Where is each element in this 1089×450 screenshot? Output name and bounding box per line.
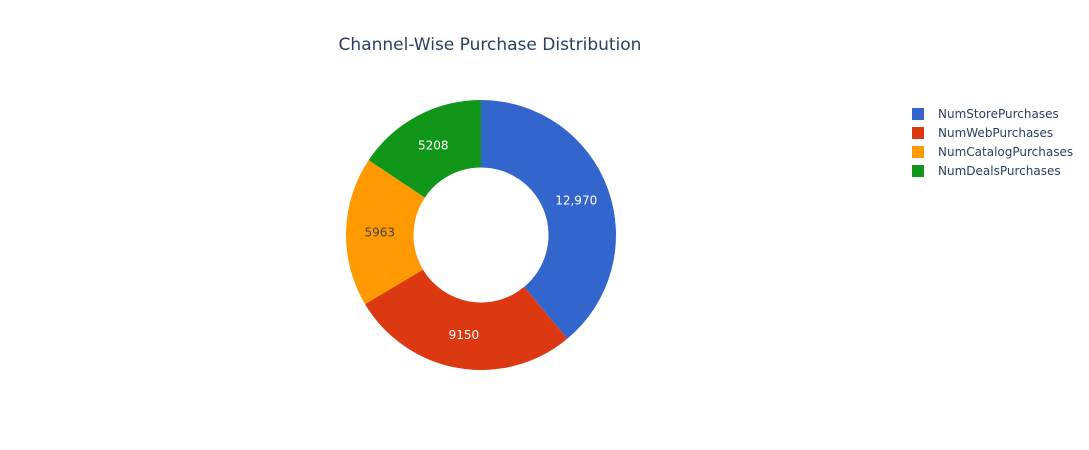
legend-swatch (912, 165, 924, 177)
slice-label-num-store-purchases: 12,970 (555, 194, 597, 208)
slice-num-web-purchases (365, 269, 568, 370)
slice-labels: 12,970 9150 5963 5208 (365, 139, 598, 342)
legend-label: NumWebPurchases (938, 126, 1053, 140)
slice-label-num-web-purchases: 9150 (449, 328, 480, 342)
legend-label: NumDealsPurchases (938, 164, 1061, 178)
slice-label-num-catalog-purchases: 5963 (365, 225, 396, 239)
legend-swatch (912, 108, 924, 120)
slice-num-store-purchases (481, 100, 616, 339)
chart-title: Channel-Wise Purchase Distribution (339, 35, 642, 55)
legend-swatch (912, 127, 924, 139)
pie-slices (346, 100, 616, 370)
legend-item-num-store-purchases[interactable]: NumStorePurchases (912, 107, 1059, 121)
legend-label: NumCatalogPurchases (938, 145, 1073, 159)
legend-item-num-web-purchases[interactable]: NumWebPurchases (912, 126, 1053, 140)
slice-num-deals-purchases (368, 100, 481, 198)
legend-item-num-deals-purchases[interactable]: NumDealsPurchases (912, 164, 1061, 178)
slice-num-catalog-purchases (346, 160, 425, 305)
legend-item-num-catalog-purchases[interactable]: NumCatalogPurchases (912, 145, 1073, 159)
legend: NumStorePurchases NumWebPurchases NumCatal… (912, 107, 1073, 178)
legend-label: NumStorePurchases (938, 107, 1059, 121)
slice-label-num-deals-purchases: 5208 (418, 139, 449, 153)
legend-swatch (912, 146, 924, 158)
